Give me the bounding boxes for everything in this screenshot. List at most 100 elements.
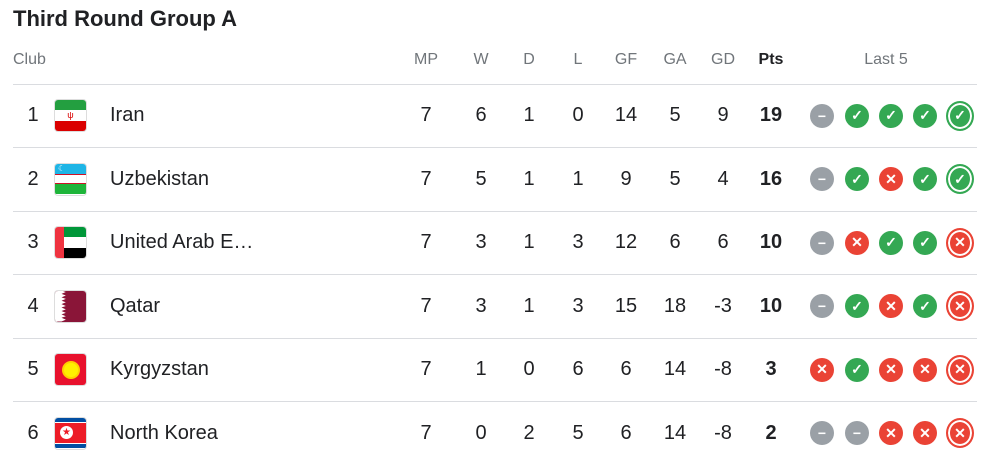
last5-result[interactable]: ✓: [946, 148, 974, 211]
stat-ga: 14: [663, 358, 687, 380]
last5-result[interactable]: ✓: [843, 84, 871, 147]
stat-gd: -3: [714, 294, 732, 317]
stat-ga: 14: [663, 421, 687, 444]
position: 4: [27, 294, 39, 317]
last5-result[interactable]: ✕: [911, 402, 939, 465]
header-ga: GA: [663, 51, 687, 68]
header-last5: Last 5: [864, 51, 908, 68]
last5-result[interactable]: −: [808, 148, 836, 211]
header-gf: GF: [614, 51, 638, 68]
table-row[interactable]: 3 United Arab E… 7 3 1 3 12 6 6 10− ✕ ✓ ✓ ✕: [13, 211, 977, 275]
win-icon: ✓: [845, 294, 869, 318]
last5-result[interactable]: −: [843, 402, 871, 465]
stat-gd: -8: [714, 358, 732, 380]
loss-icon: ✕: [845, 230, 869, 255]
uae-flag: [55, 227, 86, 258]
last5-result[interactable]: ✓: [843, 338, 871, 401]
last5-result[interactable]: ✕: [843, 211, 871, 274]
win-icon: ✓: [946, 164, 974, 194]
stat-l: 1: [572, 167, 584, 190]
stat-l: 3: [572, 231, 584, 253]
stat-ga: 18: [663, 294, 687, 317]
header-mp: MP: [414, 51, 438, 68]
table-row[interactable]: 2 ☾ Uzbekistan 7 5 1 1 9 5 4 16− ✓ ✕ ✓ ✓: [13, 148, 977, 212]
table-row[interactable]: 1 ψ Iran 7 6 1 0 14 5 9 19− ✓ ✓ ✓ ✓: [13, 84, 977, 148]
team-name[interactable]: United Arab E…: [110, 231, 254, 253]
loss-icon: ✕: [879, 294, 903, 318]
last5-result[interactable]: ✕: [877, 402, 905, 465]
stat-gf: 12: [614, 231, 638, 253]
stat-mp: 7: [420, 104, 432, 126]
stat-ga: 5: [669, 104, 681, 126]
team-name[interactable]: Iran: [110, 104, 145, 126]
loss-icon: ✕: [946, 354, 974, 385]
last5-result[interactable]: ✓: [843, 275, 871, 338]
iran-flag: ψ: [55, 100, 86, 131]
stat-mp: 7: [420, 167, 432, 190]
win-icon: ✓: [913, 167, 937, 191]
win-icon: ✓: [879, 230, 903, 255]
last5-result[interactable]: ✓: [911, 211, 939, 274]
loss-icon: ✕: [913, 421, 937, 445]
last5-result[interactable]: ✕: [877, 275, 905, 338]
stat-pts: 16: [759, 167, 783, 190]
loss-icon: ✕: [946, 418, 974, 448]
stat-pts: 2: [765, 421, 777, 444]
last5-result[interactable]: ✕: [946, 338, 974, 401]
table-row[interactable]: 6 ★ North Korea 7 0 2 5 6 14 -8 2− − ✕ ✕ ✕: [13, 402, 977, 465]
stat-w: 1: [475, 358, 487, 380]
team-name[interactable]: Qatar: [110, 294, 161, 317]
last5-result[interactable]: ✕: [946, 402, 974, 465]
stat-l: 6: [572, 358, 584, 380]
stat-w: 3: [475, 231, 487, 253]
stat-mp: 7: [420, 294, 432, 317]
last5-result[interactable]: ✓: [911, 148, 939, 211]
last5-result[interactable]: ✓: [946, 84, 974, 147]
stat-d: 0: [523, 358, 535, 380]
last5-result[interactable]: ✓: [911, 84, 939, 147]
last5-result[interactable]: ✓: [877, 84, 905, 147]
last5-result[interactable]: ✕: [946, 211, 974, 274]
draw-icon: −: [810, 167, 834, 191]
stat-pts: 19: [759, 104, 783, 126]
header-w: W: [473, 51, 489, 68]
team-name[interactable]: North Korea: [110, 421, 218, 444]
team-name[interactable]: Uzbekistan: [110, 167, 209, 190]
header-d: D: [523, 51, 535, 68]
stat-w: 5: [475, 167, 487, 190]
last5-result[interactable]: ✓: [877, 211, 905, 274]
last5-result[interactable]: −: [808, 275, 836, 338]
last5-result[interactable]: −: [808, 84, 836, 147]
team-name[interactable]: Kyrgyzstan: [110, 358, 209, 380]
stat-d: 1: [523, 231, 535, 253]
last5-result[interactable]: ✕: [877, 338, 905, 401]
table-row[interactable]: 5 Kyrgyzstan 7 1 0 6 6 14 -8 3 ✕ ✓ ✕ ✕ ✕: [13, 338, 977, 402]
last5-result[interactable]: ✓: [843, 148, 871, 211]
loss-icon: ✕: [946, 291, 974, 321]
last5-result[interactable]: −: [808, 211, 836, 274]
page-title: Third Round Group A: [13, 6, 238, 31]
last5-result[interactable]: ✕: [911, 338, 939, 401]
draw-icon: −: [845, 421, 869, 445]
stat-pts: 10: [759, 231, 783, 253]
stat-mp: 7: [420, 421, 432, 444]
last5-result[interactable]: ✕: [877, 148, 905, 211]
stat-pts: 3: [765, 358, 777, 380]
draw-icon: −: [810, 230, 834, 255]
stat-mp: 7: [420, 231, 432, 253]
position: 1: [27, 104, 39, 126]
stat-gf: 15: [614, 294, 638, 317]
position: 2: [27, 167, 39, 190]
last5-result[interactable]: −: [808, 402, 836, 465]
table-row[interactable]: 4 Qatar 7 3 1 3 15 18 -3 10− ✓ ✕ ✓ ✕: [13, 275, 977, 339]
win-icon: ✓: [845, 357, 869, 382]
last5-result[interactable]: ✓: [911, 275, 939, 338]
loss-icon: ✕: [879, 357, 903, 382]
last5-result[interactable]: ✕: [808, 338, 836, 401]
win-icon: ✓: [845, 167, 869, 191]
stat-gf: 6: [620, 421, 632, 444]
stat-gd: 6: [717, 231, 729, 253]
last5-result[interactable]: ✕: [946, 275, 974, 338]
stat-gd: 9: [717, 104, 729, 126]
loss-icon: ✕: [810, 357, 834, 382]
